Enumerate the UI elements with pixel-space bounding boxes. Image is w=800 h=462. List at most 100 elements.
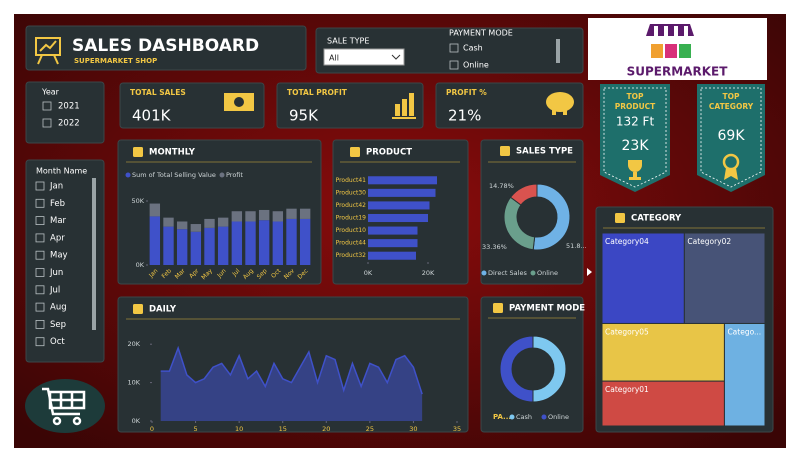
sale-type-selected: All	[329, 54, 339, 63]
treemap-label: Catego...	[727, 327, 761, 336]
month-label: Month Name	[36, 167, 87, 176]
money-icon	[224, 93, 254, 111]
growth-icon	[392, 93, 416, 119]
top-product-value: 23K	[622, 138, 650, 154]
y-tick-label: 0K	[136, 261, 145, 269]
checkbox[interactable]	[35, 198, 45, 208]
bar	[258, 220, 270, 265]
checkbox[interactable]	[35, 268, 45, 277]
sale-type-dropdown[interactable]	[323, 48, 405, 66]
legend-marker	[125, 172, 131, 178]
legend-label: Online	[548, 413, 569, 421]
month-option: Oct	[50, 337, 65, 347]
dashboard-title: SALES DASHBOARD	[72, 36, 259, 56]
bar	[217, 217, 229, 227]
bar	[299, 208, 311, 219]
y-tick-label: 0K	[132, 417, 141, 425]
bar	[368, 239, 418, 248]
header-panel	[25, 25, 307, 71]
bar	[163, 217, 174, 227]
checkbox[interactable]	[35, 250, 45, 260]
chart-title: PAYMENT MODE	[509, 304, 585, 314]
treemap-label: Category01	[605, 385, 649, 394]
chart-title: CATEGORY	[631, 214, 682, 224]
bar	[368, 251, 416, 260]
dashboard-subtitle: SUPERMARKET SHOP	[74, 57, 157, 65]
treemap-label: Category05	[605, 327, 649, 336]
kpi-panel	[435, 82, 584, 129]
month-option: Mar	[50, 216, 67, 226]
top-category-banner	[697, 84, 765, 192]
month-option: Sep	[50, 320, 66, 330]
checkbox[interactable]	[35, 233, 45, 243]
title-icon	[133, 147, 143, 157]
month-option: May	[50, 251, 68, 261]
treemap-cell	[601, 232, 685, 324]
scrollbar	[556, 39, 560, 63]
bar	[368, 226, 418, 235]
kpi-label: PROFIT %	[446, 88, 487, 97]
month-option: Feb	[50, 199, 65, 209]
x-tick-label: 0	[150, 425, 154, 433]
x-tick-label: 30	[409, 425, 417, 433]
line	[160, 345, 423, 395]
x-tick-label: 5	[194, 425, 198, 433]
banner-label: TOP	[723, 92, 740, 101]
bar	[245, 221, 256, 265]
month-option: Aug	[50, 303, 67, 313]
top-product-name: 132 Ft	[616, 115, 655, 129]
title-icon	[615, 213, 625, 223]
banner-border	[603, 87, 667, 188]
bar	[204, 227, 215, 265]
donut-slice	[499, 335, 534, 403]
treemap-cell	[601, 380, 725, 427]
nav-arrow[interactable]	[587, 268, 592, 276]
donut-slice	[509, 183, 538, 206]
chart-title: MONTHLY	[149, 148, 196, 158]
checkbox[interactable]	[449, 43, 459, 53]
checkbox[interactable]	[35, 319, 45, 329]
top-product-banner	[600, 84, 670, 192]
checkbox[interactable]	[35, 181, 45, 191]
legend-label: Cash	[516, 413, 532, 421]
banner-label: CATEGORY	[709, 102, 754, 111]
month-panel	[25, 159, 105, 363]
year-panel	[25, 81, 105, 144]
logo-text: SUPERMARKET	[627, 65, 729, 79]
legend-label: Direct Sales	[488, 269, 527, 277]
x-tick-label: 10	[235, 425, 243, 433]
x-tick-label: 0K	[364, 269, 373, 277]
legend-label: Profit	[226, 171, 243, 179]
checkbox[interactable]	[35, 285, 45, 295]
bar	[368, 201, 430, 210]
month-option: Jul	[49, 285, 60, 295]
month-option: Jan	[49, 182, 63, 192]
legend-label: Sum of Total Selling Value	[132, 171, 216, 179]
legend-marker	[481, 270, 487, 276]
checkbox[interactable]	[35, 337, 45, 347]
checkbox[interactable]	[42, 101, 52, 111]
checkbox[interactable]	[449, 60, 459, 70]
x-tick-label: 25	[366, 425, 374, 433]
y-tick-label: Product32	[336, 252, 367, 259]
logo-icon	[646, 24, 694, 58]
y-tick-label: Product30	[336, 189, 367, 196]
kpi-panel	[276, 82, 424, 129]
y-tick-label: 20K	[127, 340, 140, 348]
trophy-icon	[628, 160, 642, 180]
y-tick-label: Product42	[336, 202, 367, 209]
banner-label: PRODUCT	[615, 102, 656, 111]
bar	[245, 211, 256, 222]
kpi-value: 21%	[448, 107, 481, 125]
checkbox[interactable]	[42, 118, 52, 128]
piggy-icon	[546, 92, 574, 115]
x-tick-label: 15	[279, 425, 287, 433]
chart-panel	[480, 296, 584, 433]
bar	[368, 213, 428, 223]
bar	[176, 221, 188, 230]
checkbox[interactable]	[35, 302, 45, 312]
checkbox[interactable]	[35, 216, 45, 226]
sale-type-label: SALE TYPE	[327, 37, 369, 46]
payment-mode-label: PAYMENT MODE	[449, 29, 513, 38]
y-tick-label: Product19	[336, 215, 367, 222]
